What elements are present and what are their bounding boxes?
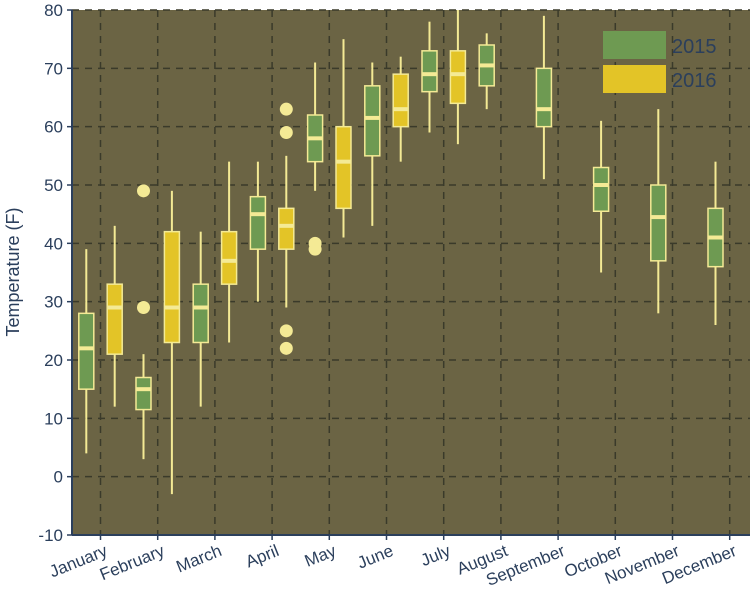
box-2015-March [192, 231, 209, 407]
legend-label-2015: 2015 [672, 36, 717, 58]
box-2016-February [163, 190, 181, 495]
box-2015-January [78, 249, 95, 454]
series-2016 [106, 10, 467, 495]
legend-swatch-2015 [603, 31, 666, 59]
y-tick-label: 70 [44, 59, 63, 78]
y-tick-label: 40 [44, 234, 63, 253]
outlier-point [279, 102, 293, 116]
plot-background [72, 10, 750, 535]
box-2016-January [106, 225, 123, 407]
y-tick-label: 10 [44, 409, 63, 428]
outlier-point [137, 301, 150, 314]
box-2015-June [364, 62, 381, 226]
box-2016-July [449, 10, 467, 145]
box-iqr [163, 230, 181, 344]
y-tick-label: 20 [44, 351, 63, 370]
outlier-point [137, 184, 150, 198]
y-tick-labels: -10 0 10 20 30 40 50 60 70 80 [38, 1, 72, 545]
y-tick-label: 0 [54, 468, 63, 487]
box-2015-December [707, 161, 724, 325]
box-2015-October [592, 120, 610, 273]
box-iqr [650, 184, 667, 262]
grid-lines [72, 9, 750, 536]
legend: 2015 2016 [603, 31, 717, 93]
y-tick-label: 60 [44, 118, 63, 137]
box-2015-May [306, 62, 324, 256]
x-tick-label: March [173, 541, 224, 576]
series-2015 [78, 15, 724, 460]
box-iqr [535, 67, 553, 128]
outlier-point [308, 236, 322, 250]
y-tick-label: 50 [44, 176, 63, 195]
axes [71, 10, 750, 536]
box-series-group [78, 10, 724, 495]
box-iqr [449, 50, 467, 105]
x-tick-label: July [418, 541, 454, 570]
x-tick-label: May [302, 541, 339, 571]
box-2015-November [650, 109, 667, 314]
box-iqr [106, 283, 123, 355]
box-iqr [278, 207, 295, 250]
box-2016-April [278, 102, 295, 355]
box-2016-June [392, 56, 409, 162]
box-iqr [364, 85, 381, 157]
box-iqr [220, 230, 238, 285]
y-tick-label: 80 [44, 1, 63, 20]
box-iqr [392, 73, 409, 128]
box-2016-March [220, 161, 238, 343]
outlier-point [279, 341, 293, 355]
box-2015-February [135, 184, 152, 460]
y-axis-label: Temperature (F) [3, 207, 23, 336]
y-tick-label: -10 [38, 526, 63, 545]
legend-swatch-2016 [603, 65, 666, 93]
box-2015-April [249, 161, 267, 302]
x-tick-label: June [355, 541, 396, 572]
box-iqr [592, 166, 610, 212]
box-2015-September [535, 15, 553, 180]
box-iqr [249, 195, 267, 250]
box-iqr [78, 312, 95, 390]
outlier-point [279, 324, 293, 338]
outlier-point [279, 126, 293, 139]
x-tick-label: February [97, 541, 168, 584]
box-iqr [192, 283, 209, 344]
box-iqr [421, 50, 438, 93]
y-tick-label: 30 [44, 293, 63, 312]
legend-label-2016: 2016 [672, 70, 717, 92]
box-iqr [135, 376, 152, 411]
box-2015-August [478, 33, 495, 110]
box-2015-July [421, 21, 438, 133]
x-tick-label: April [243, 541, 282, 571]
box-2016-May [335, 39, 352, 238]
box-iqr [335, 125, 352, 210]
